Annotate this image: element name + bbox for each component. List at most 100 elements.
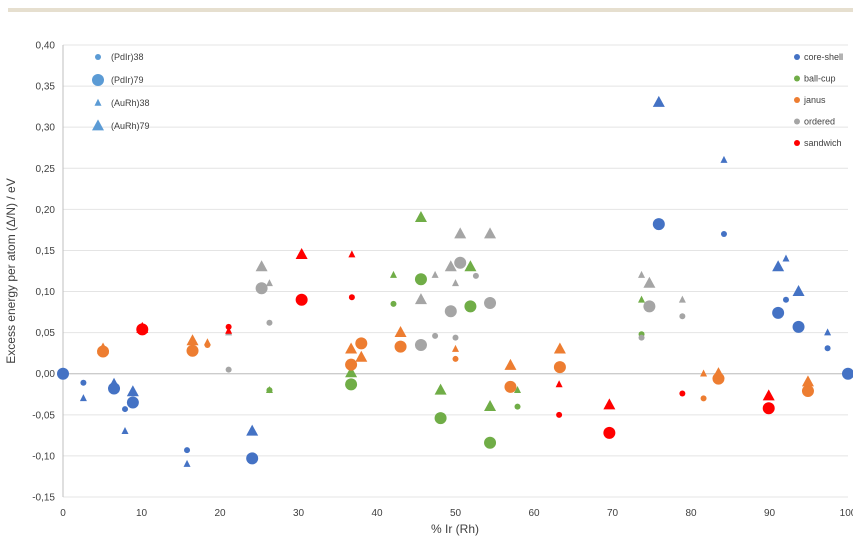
legend-marker-triangle	[92, 119, 104, 131]
x-tick-label: 100	[840, 508, 853, 519]
data-point-core-shell-circle	[842, 367, 853, 380]
data-point-sandwich-triangle	[295, 247, 308, 259]
data-point-sandwich-triangle	[225, 326, 233, 334]
data-point-ordered-triangle	[444, 260, 457, 272]
data-point-sandwich-triangle	[762, 389, 775, 401]
data-point-core-shell-circle	[184, 447, 191, 454]
data-point-ball-cup-circle	[514, 403, 521, 410]
x-axis-label: % Ir (Rh)	[431, 522, 479, 536]
data-point-ordered-circle	[414, 338, 427, 351]
legend-marker-triangle	[94, 98, 102, 106]
data-point-core-shell-triangle	[108, 377, 121, 389]
data-point-sandwich-circle	[348, 294, 355, 301]
data-point-core-shell-circle	[122, 406, 129, 413]
grid-lines	[63, 44, 848, 498]
legend-marker	[794, 140, 800, 146]
x-tick-label: 40	[371, 508, 383, 519]
data-point-ordered-circle	[484, 297, 497, 310]
axes: -0,15 -0,10 -0,05 0,00 0,05 0,10 0,15 0,20 0,25 0…	[32, 41, 853, 520]
legend-marker	[794, 97, 800, 103]
data-point-ball-cup-triangle	[514, 385, 522, 393]
data-point-ball-cup-circle	[484, 436, 497, 449]
data-point-ordered-triangle	[678, 295, 686, 303]
y-tick-label: 0,25	[36, 164, 56, 175]
data-point-ball-cup-triangle	[389, 270, 397, 278]
data-point-janus-circle	[452, 355, 459, 362]
data-point-core-shell-triangle	[824, 328, 832, 336]
data-point-ordered-triangle	[452, 279, 459, 287]
y-tick-label: 0,15	[36, 246, 56, 257]
legend-label: (PdIr)38	[111, 52, 144, 62]
data-point-ordered-triangle	[414, 293, 427, 305]
data-point-janus-triangle	[345, 342, 358, 354]
legend-label: sandwich	[804, 138, 842, 148]
data-point-core-shell-circle	[57, 367, 69, 380]
data-point-ordered-circle	[452, 334, 459, 341]
data-point-ordered-triangle	[638, 270, 646, 278]
data-point-core-shell-circle	[792, 320, 805, 333]
x-tick-label: 60	[528, 508, 540, 519]
data-point-core-shell-circle	[824, 345, 831, 352]
data-point-core-shell-triangle	[792, 284, 805, 296]
data-point-janus-triangle	[801, 375, 814, 387]
data-point-janus-circle	[345, 358, 358, 371]
data-point-core-shell-circle	[126, 396, 139, 409]
data-point-janus-triangle	[355, 350, 368, 362]
data-point-ball-cup-circle	[345, 378, 358, 391]
data-point-janus-circle	[801, 384, 814, 397]
data-point-ball-cup-triangle	[484, 400, 497, 411]
x-tick-label: 80	[685, 508, 697, 519]
data-point-janus-triangle	[394, 326, 407, 338]
data-point-ordered-triangle	[431, 270, 439, 278]
data-point-core-shell-circle	[720, 231, 727, 238]
data-point-janus-circle	[355, 337, 368, 350]
data-point-core-shell-triangle	[652, 95, 665, 107]
x-tick-label: 90	[764, 508, 776, 519]
data-point-ordered-circle	[638, 334, 645, 341]
data-point-core-shell-circle	[80, 379, 87, 386]
data-point-ball-cup-triangle	[265, 385, 273, 393]
data-point-sandwich-circle	[556, 411, 563, 418]
y-tick-label: 0,20	[36, 205, 56, 216]
x-tick-label: 70	[607, 508, 619, 519]
data-point-sandwich-circle	[603, 426, 616, 439]
data-point-core-shell-triangle	[126, 385, 139, 397]
data-point-ordered-triangle	[255, 260, 268, 272]
x-tick-label: 0	[60, 508, 66, 519]
data-point-ball-cup-triangle	[414, 210, 427, 222]
y-tick-label: 0,30	[36, 123, 56, 134]
legend-label: ball-cup	[804, 74, 836, 84]
legend-label: core-shell	[804, 52, 843, 62]
data-point-ball-cup-triangle	[464, 260, 477, 272]
data-point-janus-triangle	[700, 369, 708, 377]
data-point-janus-triangle	[452, 344, 459, 352]
data-point-ordered-circle	[444, 305, 457, 318]
y-tick-label: -0,15	[32, 493, 55, 504]
data-point-sandwich-triangle	[348, 250, 356, 258]
data-point-ordered-triangle	[643, 276, 656, 288]
data-point-ball-cup-triangle	[434, 383, 447, 395]
data-point-janus-circle	[394, 340, 407, 353]
legend-systems: (PdIr)38 (PdIr)79 (AuRh)38 (AuRh)79	[92, 52, 150, 131]
x-tick-label: 20	[214, 508, 226, 519]
data-point-janus-triangle	[504, 358, 517, 370]
data-point-janus-triangle	[97, 342, 110, 354]
data-point-ball-cup-triangle	[345, 366, 358, 378]
data-point-janus-circle	[553, 361, 566, 374]
data-point-core-shell-triangle	[782, 254, 790, 262]
data-point-ball-cup-circle	[464, 300, 477, 313]
data-point-janus-triangle	[553, 342, 566, 354]
data-point-core-shell-triangle	[121, 427, 129, 435]
x-tick-label: 10	[136, 508, 148, 519]
x-tick-label: 50	[450, 508, 462, 519]
data-point-sandwich-circle	[295, 293, 308, 306]
data-point-ordered-triangle	[484, 227, 497, 239]
data-point-sandwich-circle	[762, 402, 775, 415]
data-point-ordered-circle	[643, 300, 656, 313]
y-tick-label: -0,05	[32, 410, 55, 421]
data-point-ordered-circle	[266, 319, 273, 326]
data-point-janus-circle	[504, 380, 517, 393]
legend-label: (PdIr)79	[111, 75, 144, 85]
data-point-ball-cup-triangle	[638, 295, 646, 303]
